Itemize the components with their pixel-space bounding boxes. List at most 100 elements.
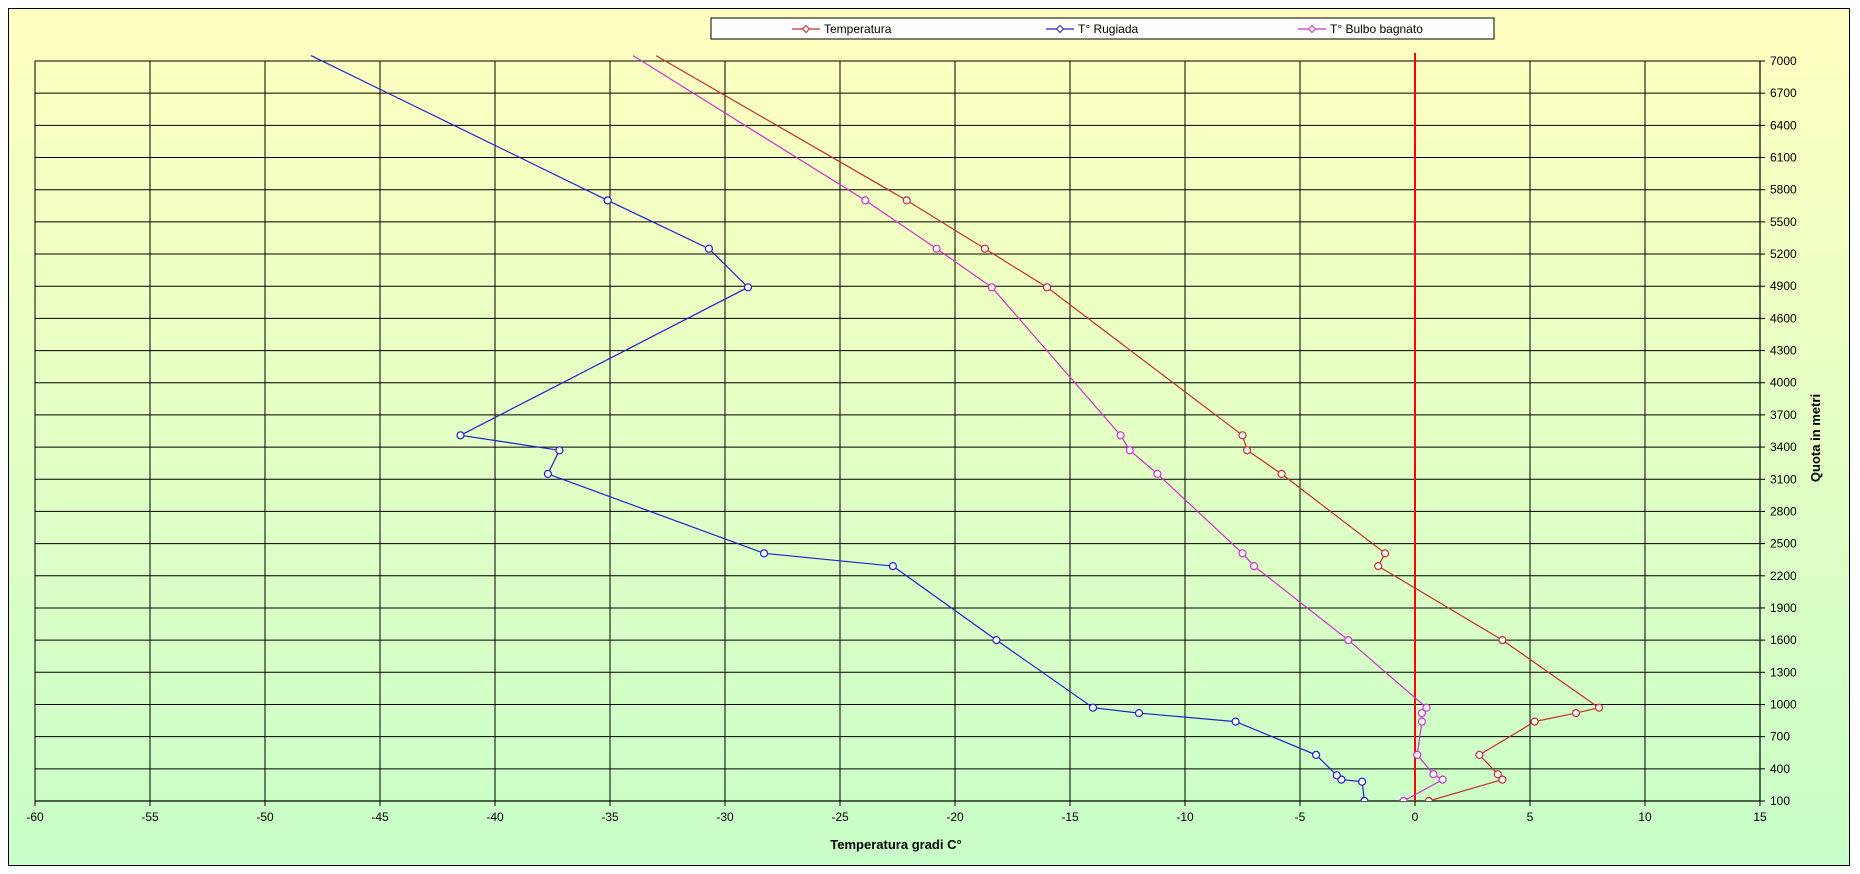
series-marker-2 bbox=[1238, 549, 1247, 558]
series-marker-0 bbox=[1424, 796, 1433, 801]
series-marker-0 bbox=[1242, 446, 1252, 455]
x-tick-label: 5 bbox=[1527, 810, 1534, 824]
series-marker-2 bbox=[1417, 717, 1427, 726]
y-tick-label: 4600 bbox=[1770, 311, 1797, 325]
series-marker-1 bbox=[1360, 796, 1369, 801]
series-marker-2 bbox=[932, 244, 941, 253]
series-marker-0 bbox=[1530, 717, 1539, 726]
y-tick-label: 2500 bbox=[1770, 537, 1797, 551]
legend-swatch-marker bbox=[801, 24, 811, 34]
x-tick-label: 0 bbox=[1412, 810, 1419, 824]
series-marker-2 bbox=[1413, 750, 1422, 760]
x-tick-label: -55 bbox=[141, 810, 159, 824]
x-tick-label: -5 bbox=[1295, 810, 1306, 824]
series-marker-2 bbox=[1125, 446, 1134, 455]
series-marker-1 bbox=[456, 431, 465, 440]
series-marker-1 bbox=[992, 635, 1001, 645]
series-marker-0 bbox=[980, 244, 990, 253]
x-tick-label: -25 bbox=[831, 810, 849, 824]
x-tick-label: -15 bbox=[1061, 810, 1079, 824]
chart-background bbox=[8, 8, 1850, 866]
series-marker-2 bbox=[1399, 796, 1408, 801]
y-tick-label: 6700 bbox=[1770, 86, 1797, 100]
series-marker-0 bbox=[1277, 469, 1286, 478]
series-marker-2 bbox=[1344, 635, 1353, 645]
x-tick-label: 15 bbox=[1753, 810, 1767, 824]
y-tick-label: 5200 bbox=[1770, 247, 1797, 261]
y-tick-label: 5800 bbox=[1770, 183, 1797, 197]
series-marker-0 bbox=[1475, 750, 1484, 760]
y-tick-label: 4900 bbox=[1770, 279, 1797, 293]
series-marker-2 bbox=[987, 283, 996, 292]
chart-svg: Temperatura T° Rugiada T° Bulbo bagnato -6… bbox=[8, 8, 1850, 866]
series-marker-0 bbox=[1594, 703, 1604, 712]
series-marker-0 bbox=[1380, 549, 1390, 558]
x-tick-label: -40 bbox=[486, 810, 504, 824]
series-marker-1 bbox=[603, 196, 612, 205]
series-marker-0 bbox=[1238, 431, 1247, 440]
series-marker-2 bbox=[1116, 431, 1125, 440]
y-tick-label: 1900 bbox=[1770, 601, 1797, 615]
y-tick-label: 6100 bbox=[1770, 151, 1797, 165]
x-tick-label: -10 bbox=[1176, 810, 1194, 824]
series-marker-2 bbox=[1422, 703, 1431, 712]
x-tick-label: -35 bbox=[601, 810, 619, 824]
x-tick-label: -60 bbox=[26, 810, 44, 824]
series-marker-0 bbox=[902, 196, 911, 205]
series-marker-2 bbox=[861, 196, 870, 205]
legend-label: T° Bulbo bagnato bbox=[1330, 22, 1423, 36]
series-marker-1 bbox=[1332, 771, 1341, 780]
y-tick-label: 100 bbox=[1770, 794, 1790, 808]
y-axis-title: Quota in metri bbox=[1808, 394, 1823, 482]
series-marker-0 bbox=[1374, 561, 1383, 571]
y-tick-label: 1600 bbox=[1770, 633, 1797, 647]
y-tick-label: 5500 bbox=[1770, 215, 1797, 229]
legend-label: T° Rugiada bbox=[1078, 22, 1138, 36]
series-marker-2 bbox=[1249, 561, 1259, 571]
series-marker-1 bbox=[704, 244, 714, 253]
y-tick-label: 3700 bbox=[1770, 408, 1797, 422]
series-marker-0 bbox=[1498, 775, 1507, 784]
series-marker-2 bbox=[1153, 469, 1162, 478]
y-tick-label: 3400 bbox=[1770, 440, 1797, 454]
series-marker-1 bbox=[1311, 750, 1321, 760]
series-marker-1 bbox=[543, 469, 553, 478]
series-marker-1 bbox=[888, 561, 898, 571]
y-tick-label: 7000 bbox=[1770, 54, 1797, 68]
x-axis-title: Temperatura gradi C° bbox=[830, 837, 961, 852]
series-marker-1 bbox=[743, 283, 753, 292]
series-marker-1 bbox=[1231, 717, 1240, 726]
y-tick-label: 2200 bbox=[1770, 569, 1797, 583]
series-marker-2 bbox=[1429, 770, 1438, 779]
grid-layer bbox=[34, 60, 1761, 802]
y-tick-label: 4300 bbox=[1770, 344, 1797, 358]
series-marker-1 bbox=[1088, 703, 1098, 712]
legend-label: Temperatura bbox=[824, 22, 892, 36]
legend-swatch-marker bbox=[1307, 24, 1317, 34]
series-marker-1 bbox=[555, 446, 564, 455]
series-marker-0 bbox=[1042, 283, 1052, 292]
series-marker-2 bbox=[1417, 708, 1427, 718]
y-tick-label: 1000 bbox=[1770, 697, 1797, 711]
axis-layer: -60 -55 -50 -45 -40 -35 -30 -25 -20 -15 -10 -5 0 5 10 1… bbox=[26, 54, 1797, 824]
legend: Temperatura T° Rugiada T° Bulbo bagnato bbox=[710, 17, 1495, 40]
legend-box bbox=[710, 17, 1495, 40]
chart-frame: Temperatura T° Rugiada T° Bulbo bagnato -6… bbox=[8, 8, 1850, 866]
x-tick-label: -50 bbox=[256, 810, 274, 824]
series-marker-2 bbox=[1438, 775, 1447, 784]
x-tick-label: 10 bbox=[1638, 810, 1652, 824]
x-tick-label: -30 bbox=[716, 810, 734, 824]
y-tick-label: 4000 bbox=[1770, 376, 1797, 390]
y-tick-label: 1300 bbox=[1770, 665, 1797, 679]
y-tick-label: 2800 bbox=[1770, 504, 1797, 518]
series-marker-1 bbox=[1357, 777, 1367, 786]
y-tick-label: 6400 bbox=[1770, 118, 1797, 132]
y-tick-label: 3100 bbox=[1770, 472, 1797, 486]
y-tick-label: 400 bbox=[1770, 762, 1790, 776]
series-marker-0 bbox=[1493, 770, 1502, 779]
x-tick-label: -45 bbox=[371, 810, 389, 824]
legend-swatch-marker bbox=[1055, 24, 1065, 34]
series-marker-1 bbox=[1134, 708, 1144, 718]
x-tick-label: -20 bbox=[946, 810, 964, 824]
series-marker-1 bbox=[759, 549, 769, 558]
